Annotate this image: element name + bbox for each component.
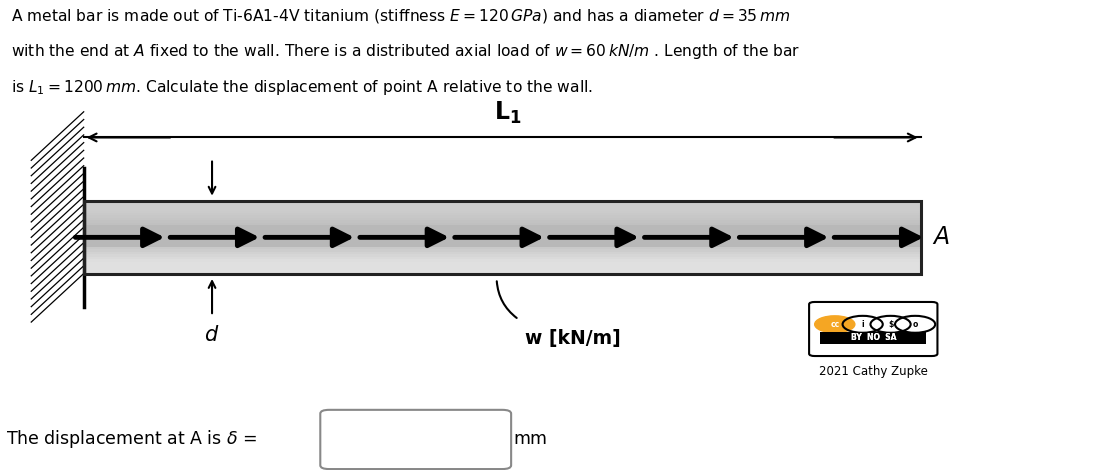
Bar <box>84 264 921 266</box>
Bar <box>84 210 921 213</box>
Bar <box>84 239 921 242</box>
Text: cc: cc <box>830 320 839 329</box>
Bar <box>84 200 921 204</box>
Bar <box>84 220 921 223</box>
Bar <box>84 258 921 262</box>
Text: mm: mm <box>513 431 547 448</box>
Text: $: $ <box>888 320 893 329</box>
Bar <box>84 229 921 233</box>
Bar <box>84 256 921 259</box>
Bar <box>84 237 921 240</box>
Bar <box>84 251 921 254</box>
FancyArrowPatch shape <box>497 281 517 318</box>
Bar <box>84 218 921 220</box>
Text: i: i <box>862 320 864 329</box>
Bar <box>84 212 921 215</box>
Bar <box>84 271 921 274</box>
Bar <box>84 215 921 218</box>
Bar <box>84 235 921 237</box>
Text: $\mathbf{L_1}$: $\mathbf{L_1}$ <box>494 100 521 125</box>
Bar <box>84 225 921 227</box>
Text: BY  NO  SA: BY NO SA <box>850 333 896 343</box>
Bar <box>84 268 921 271</box>
Text: $d$: $d$ <box>204 325 220 345</box>
Text: $A$: $A$ <box>932 225 950 250</box>
Text: with the end at $A$ fixed to the wall. There is a distributed axial load of $w =: with the end at $A$ fixed to the wall. T… <box>11 42 800 61</box>
Bar <box>820 332 926 344</box>
FancyBboxPatch shape <box>320 410 511 469</box>
Bar <box>84 232 921 235</box>
Bar <box>84 254 921 257</box>
Text: BY  NO  SA: BY NO SA <box>850 333 896 342</box>
Bar <box>31 168 84 307</box>
Bar <box>84 205 921 208</box>
Bar <box>84 203 921 206</box>
Bar <box>84 247 921 250</box>
Text: The displacement at A is $\delta$ =: The displacement at A is $\delta$ = <box>6 429 257 450</box>
Bar <box>84 266 921 269</box>
Bar <box>84 227 921 230</box>
FancyBboxPatch shape <box>809 302 937 356</box>
Text: 2021 Cathy Zupke: 2021 Cathy Zupke <box>819 366 927 378</box>
Bar <box>84 222 921 225</box>
Text: o: o <box>913 320 917 329</box>
Text: BY  NO  SA: BY NO SA <box>850 333 896 342</box>
Bar <box>84 244 921 247</box>
Bar <box>84 249 921 252</box>
Text: A metal bar is made out of Ti-6A1-4V titanium (stiffness $E = 120\,GPa$) and has: A metal bar is made out of Ti-6A1-4V tit… <box>11 7 790 25</box>
Circle shape <box>815 316 855 333</box>
Text: w [kN/m]: w [kN/m] <box>525 329 620 348</box>
Bar <box>84 261 921 264</box>
Bar <box>84 201 921 274</box>
Bar <box>84 242 921 244</box>
Bar <box>84 208 921 211</box>
Text: is $L_1 = 1200\,mm$. Calculate the displacement of point A relative to the wall.: is $L_1 = 1200\,mm$. Calculate the displ… <box>11 78 593 96</box>
